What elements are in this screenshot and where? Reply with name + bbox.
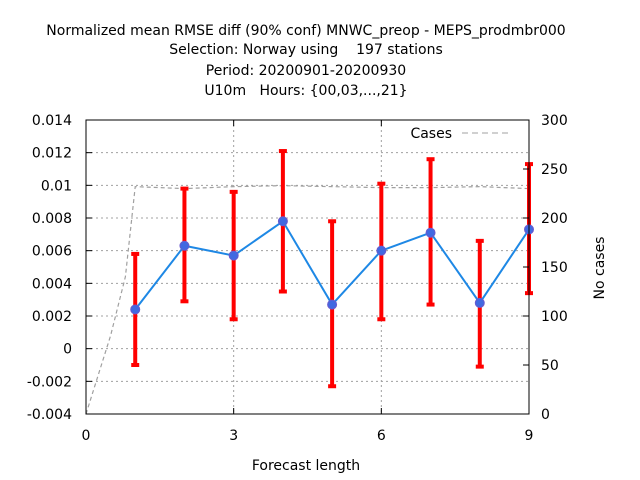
- y2-tick-label: 250: [541, 162, 568, 178]
- cases-series: [85, 185, 530, 415]
- y-tick-label: 0.012: [32, 146, 72, 162]
- y-tick-label: 0.008: [32, 211, 72, 227]
- data-point: [376, 245, 387, 256]
- y-tick-label: 0.01: [41, 178, 72, 194]
- legend: Cases: [410, 126, 512, 142]
- y2-axis-label: No cases: [592, 237, 608, 300]
- data-point: [327, 299, 338, 310]
- grid: [86, 120, 529, 414]
- title-line-3: Period: 20200901-20200930: [206, 63, 406, 79]
- data-point: [277, 216, 288, 227]
- y2-tick-label: 100: [541, 309, 568, 325]
- x-axis-label: Forecast length: [252, 458, 360, 474]
- y-tick-label: 0: [63, 342, 72, 358]
- y-tick-label: -0.004: [27, 407, 72, 423]
- y-tick-label: 0.002: [32, 309, 72, 325]
- chart-title: Normalized mean RMSE diff (90% conf) MNW…: [46, 23, 565, 99]
- x-axis: 0 3 6 9: [82, 120, 534, 444]
- y-tick-label: 0.006: [32, 244, 72, 260]
- x-tick-label: 9: [525, 428, 534, 444]
- y2-tick-label: 50: [541, 358, 559, 374]
- y-tick-label: 0.014: [32, 113, 72, 129]
- title-line-4: U10m Hours: {00,03,...,21}: [204, 83, 407, 99]
- y2-tick-label: 200: [541, 211, 568, 227]
- plot-frame: [85, 119, 530, 415]
- title-line-2: Selection: Norway using 197 stations: [169, 42, 443, 58]
- y-tick-label: 0.004: [32, 276, 72, 292]
- y-axis: -0.004 -0.002 0 0.002 0.004 0.006 0.008 0.01 0.0…: [27, 113, 92, 423]
- y2-tick-label: 300: [541, 113, 568, 129]
- x-tick-label: 6: [377, 428, 386, 444]
- data-point: [425, 227, 436, 238]
- x-tick-label: 3: [229, 428, 238, 444]
- y2-tick-label: 0: [541, 407, 550, 423]
- legend-label-cases: Cases: [410, 126, 452, 142]
- y-tick-label: -0.002: [27, 374, 72, 390]
- data-point: [130, 304, 141, 315]
- y2-tick-label: 150: [541, 260, 568, 276]
- data-point: [474, 297, 485, 308]
- y2-axis: 0 50 100 150 200 250 300: [523, 113, 568, 423]
- cases-line: [85, 185, 530, 415]
- data-point: [179, 240, 190, 251]
- x-tick-label: 0: [82, 428, 91, 444]
- title-line-1: Normalized mean RMSE diff (90% conf) MNW…: [46, 23, 565, 39]
- data-point: [228, 250, 239, 261]
